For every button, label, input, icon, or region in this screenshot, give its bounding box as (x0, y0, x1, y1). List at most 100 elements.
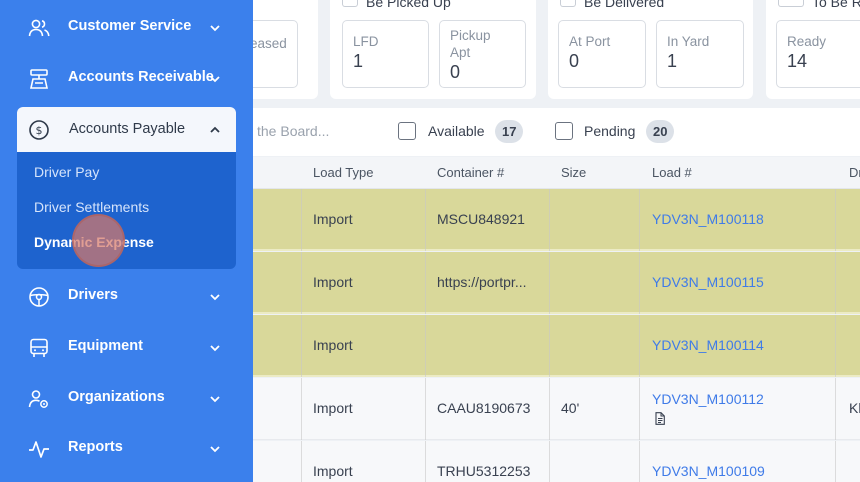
main-content: eased Be Picked Up LFD 1 Pickup Apt 0 Be… (253, 0, 860, 482)
truck-icon (30, 338, 48, 357)
chevron-down-icon (210, 25, 220, 32)
column-header-load-type[interactable]: Load Type (313, 165, 374, 180)
sidebar-item-label: Accounts Receivable (68, 69, 214, 85)
document-icon[interactable] (655, 412, 665, 425)
group-checkbox[interactable] (342, 0, 358, 7)
pending-label: Pending (584, 123, 636, 139)
sidebar-item-label: Drivers (68, 287, 118, 303)
cell-divider (302, 315, 426, 377)
summary-group-returned: To Be R Ready 14 (766, 0, 860, 99)
sidebar-item-customer-service[interactable]: Customer Service (0, 6, 253, 50)
sidebar-subitem-driver-settlements[interactable]: Driver Settlements (34, 199, 150, 215)
load-number-link[interactable]: YDV3N_M100118 (652, 211, 764, 227)
summary-group-delivered: Be Delivered At Port 0 In Yard 1 (548, 0, 753, 99)
table-row[interactable]: Import https://portpr... YDV3N_M100115 (253, 252, 860, 314)
cell-divider (302, 378, 426, 440)
load-type-cell: Import (313, 274, 353, 290)
pending-count-badge: 20 (646, 120, 675, 143)
pending-checkbox[interactable] (555, 122, 573, 140)
load-number-link[interactable]: YDV3N_M100115 (652, 274, 764, 290)
card-label: At Port (569, 34, 611, 49)
cell-divider (426, 252, 550, 314)
group-checkbox[interactable] (778, 0, 804, 7)
table-row[interactable]: Import MSCU848921 YDV3N_M100118 (253, 189, 860, 251)
sidebar-item-accounts-receivable[interactable]: Accounts Receivable (0, 57, 253, 101)
card-value: 14 (787, 51, 808, 71)
sidebar-item-label: Accounts Payable (69, 121, 186, 137)
table-header: : Load Type Container # Size Load # Dr (253, 157, 860, 189)
table-row[interactable]: Import YDV3N_M100114 (253, 315, 860, 377)
container-cell: MSCU848921 (437, 211, 525, 227)
table-row[interactable]: Import TRHU5312253 YDV3N_M100109 (253, 441, 860, 482)
chevron-down-icon (210, 446, 220, 453)
chevron-down-icon (210, 294, 220, 301)
summary-card-label: eased (253, 36, 287, 51)
summary-group-picked-up: Be Picked Up LFD 1 Pickup Apt 0 (330, 0, 536, 99)
cell-divider (550, 378, 640, 440)
load-number-link[interactable]: YDV3N_M100112 (652, 391, 764, 407)
chevron-down-icon (210, 345, 220, 352)
card-label: Pickup Apt (450, 28, 491, 60)
sidebar-item-label: Customer Service (68, 18, 192, 34)
column-header-size[interactable]: Size (561, 165, 587, 180)
cell-divider (426, 441, 550, 482)
driver-cell: Kl (849, 400, 860, 416)
cell-divider (253, 315, 302, 377)
svg-text:$: $ (36, 124, 43, 137)
sidebar-item-reports[interactable]: Reports (0, 427, 253, 471)
cell-divider (640, 441, 836, 482)
group-checkbox[interactable] (560, 0, 576, 7)
sidebar-item-label: Equipment (68, 338, 143, 354)
cell-divider (302, 441, 426, 482)
card-value: 0 (450, 62, 461, 82)
sidebar-item-organizations[interactable]: Organizations (0, 377, 253, 421)
available-label: Available (428, 123, 485, 139)
cash-register-icon (30, 69, 48, 89)
card-value: 1 (667, 51, 678, 71)
cell-divider (302, 189, 426, 251)
cell-divider (253, 441, 302, 482)
dollar-circle-icon: $ (29, 120, 49, 140)
sidebar-subitem-driver-pay[interactable]: Driver Pay (34, 164, 100, 180)
search-input[interactable]: the Board... (257, 123, 330, 139)
summary-card-ready[interactable]: Ready 14 (776, 20, 860, 88)
load-number-link[interactable]: YDV3N_M100114 (652, 337, 764, 353)
group-heading: Be Picked Up (342, 0, 451, 10)
group-title: To Be R (812, 0, 860, 10)
summary-card-released[interactable]: eased (253, 20, 298, 88)
chevron-down-icon (210, 76, 220, 83)
sidebar-group-accounts-payable: $ Accounts Payable Driver Pay Driver Set… (17, 107, 236, 269)
summary-card-at-port[interactable]: At Port 0 (558, 20, 646, 88)
available-checkbox[interactable] (398, 122, 416, 140)
group-title: Be Picked Up (366, 0, 451, 10)
summary-card-lfd[interactable]: LFD 1 (342, 20, 429, 88)
summary-group-released: eased (253, 0, 318, 99)
summary-card-pickup-apt[interactable]: Pickup Apt 0 (439, 20, 526, 88)
summary-card-in-yard[interactable]: In Yard 1 (656, 20, 744, 88)
card-label: LFD (353, 34, 379, 49)
load-number-link[interactable]: YDV3N_M100109 (652, 463, 765, 479)
group-heading: To Be R (778, 0, 860, 10)
group-heading: Be Delivered (560, 0, 664, 10)
sidebar-item-equipment[interactable]: Equipment (0, 326, 253, 370)
column-header-driver[interactable]: Dr (849, 165, 860, 180)
container-cell: CAAU8190673 (437, 400, 531, 416)
cell-divider (426, 378, 550, 440)
cell-divider (426, 315, 550, 377)
sidebar-item-drivers[interactable]: Drivers (0, 275, 253, 319)
card-label: In Yard (667, 34, 710, 49)
group-title: Be Delivered (584, 0, 665, 10)
card-label: Ready (787, 34, 827, 49)
cell-divider (640, 378, 836, 440)
filter-bar: the Board... Available 17 Pending 20 (253, 108, 860, 156)
pulse-chart-icon (29, 441, 49, 458)
sidebar-item-accounts-payable[interactable]: $ Accounts Payable (17, 107, 236, 152)
column-header-container[interactable]: Container # (437, 165, 505, 180)
load-type-cell: Import (313, 400, 353, 416)
cell-divider (426, 189, 550, 251)
load-type-cell: Import (313, 463, 353, 479)
chevron-up-icon (210, 126, 220, 133)
cell-divider (550, 441, 640, 482)
column-header-load-number[interactable]: Load # (652, 165, 692, 180)
table-row[interactable]: Import CAAU8190673 40' YDV3N_M100112 Kl (253, 378, 860, 440)
